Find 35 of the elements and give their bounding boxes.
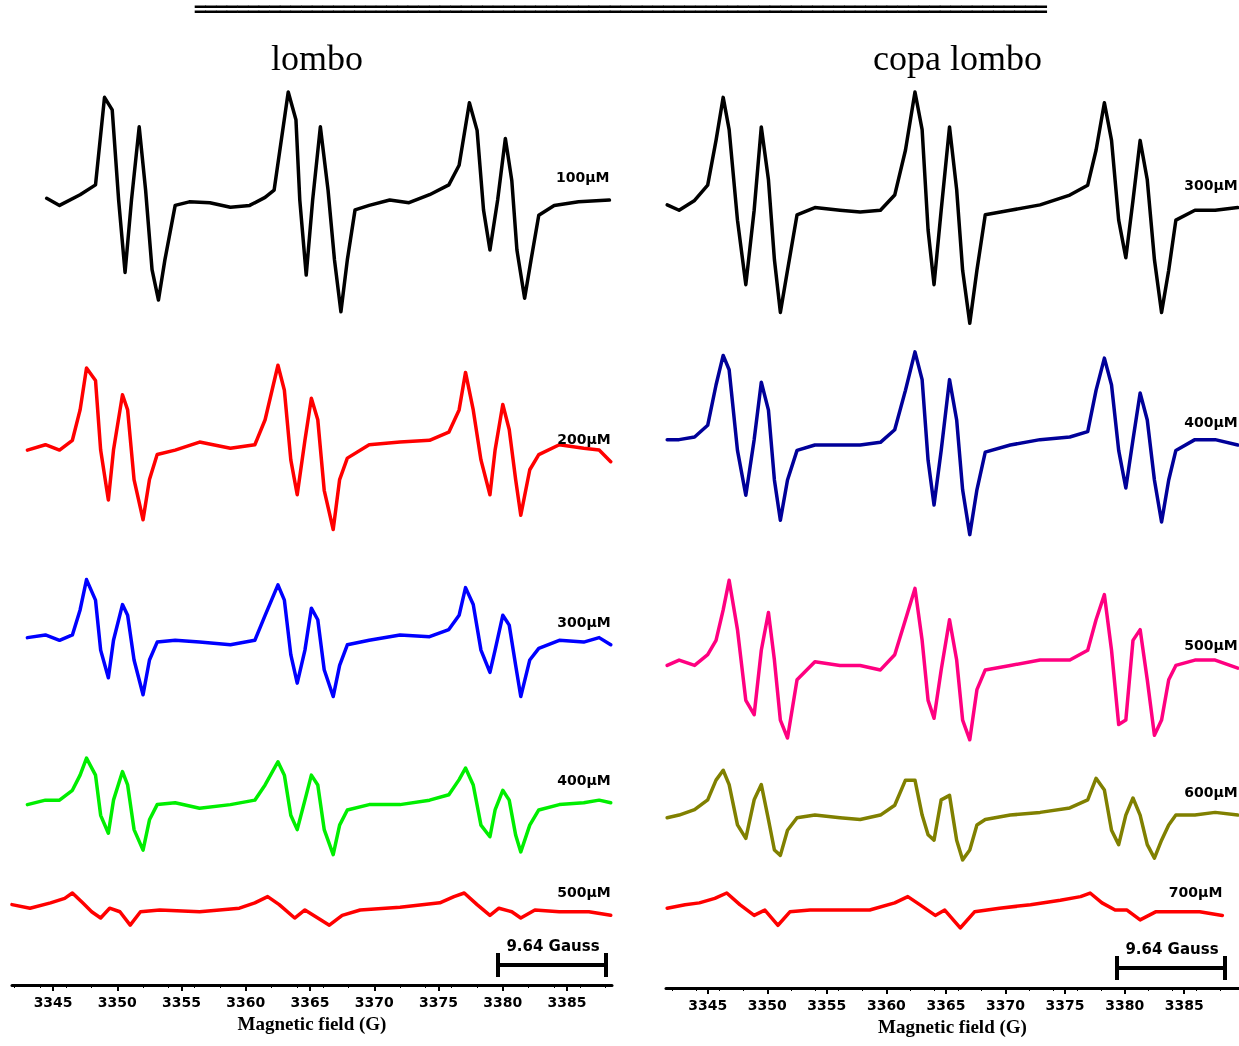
x-tick-label: 3360 (866, 997, 907, 1013)
x-tick-label: 3360 (226, 994, 266, 1010)
series-label: 300μM (557, 613, 611, 630)
x-tick-label: 3380 (1105, 997, 1145, 1013)
x-tick-label: 3375 (419, 994, 459, 1010)
series-label: 400μM (557, 771, 611, 788)
x-tick-label: 3345 (688, 997, 728, 1013)
x-tick-label: 3380 (483, 994, 523, 1010)
chart-title: copa lombo (873, 38, 1042, 78)
x-axis-title: Magnetic field (G) (878, 1015, 1027, 1038)
annotation: 9.64 Gauss (1125, 940, 1219, 958)
series-label: 200μM (557, 430, 611, 447)
x-tick-label: 3370 (986, 997, 1026, 1013)
x-tick-label: 3350 (747, 997, 787, 1013)
x-tick-label: 3345 (33, 994, 73, 1010)
series-label: 300μM (1184, 176, 1238, 193)
series-label: 100μM (555, 169, 610, 186)
x-tick-label: 3375 (1045, 997, 1085, 1013)
x-tick-label: 3355 (162, 994, 202, 1010)
x-tick-label: 3370 (354, 994, 395, 1010)
x-tick-label: 3385 (547, 994, 587, 1010)
series-label: 500μM (1184, 637, 1238, 654)
x-axis-title: Magnetic field (G) (237, 1012, 387, 1035)
series-label: 500μM (557, 884, 611, 901)
x-tick-label: 3365 (926, 997, 966, 1013)
series-label: 700μM (1168, 884, 1223, 901)
series-label: 600μM (1184, 784, 1238, 801)
annotation: 9.64 Gauss (506, 937, 600, 955)
series-label: 400μM (1184, 414, 1238, 431)
x-tick-label: 3355 (807, 997, 847, 1013)
chart-title: lombo (270, 38, 364, 78)
text: ================================================================================ (192, 0, 1047, 21)
x-tick-label: 3350 (97, 994, 138, 1010)
x-tick-label: 3385 (1164, 997, 1204, 1013)
x-tick-label: 3365 (290, 994, 330, 1010)
